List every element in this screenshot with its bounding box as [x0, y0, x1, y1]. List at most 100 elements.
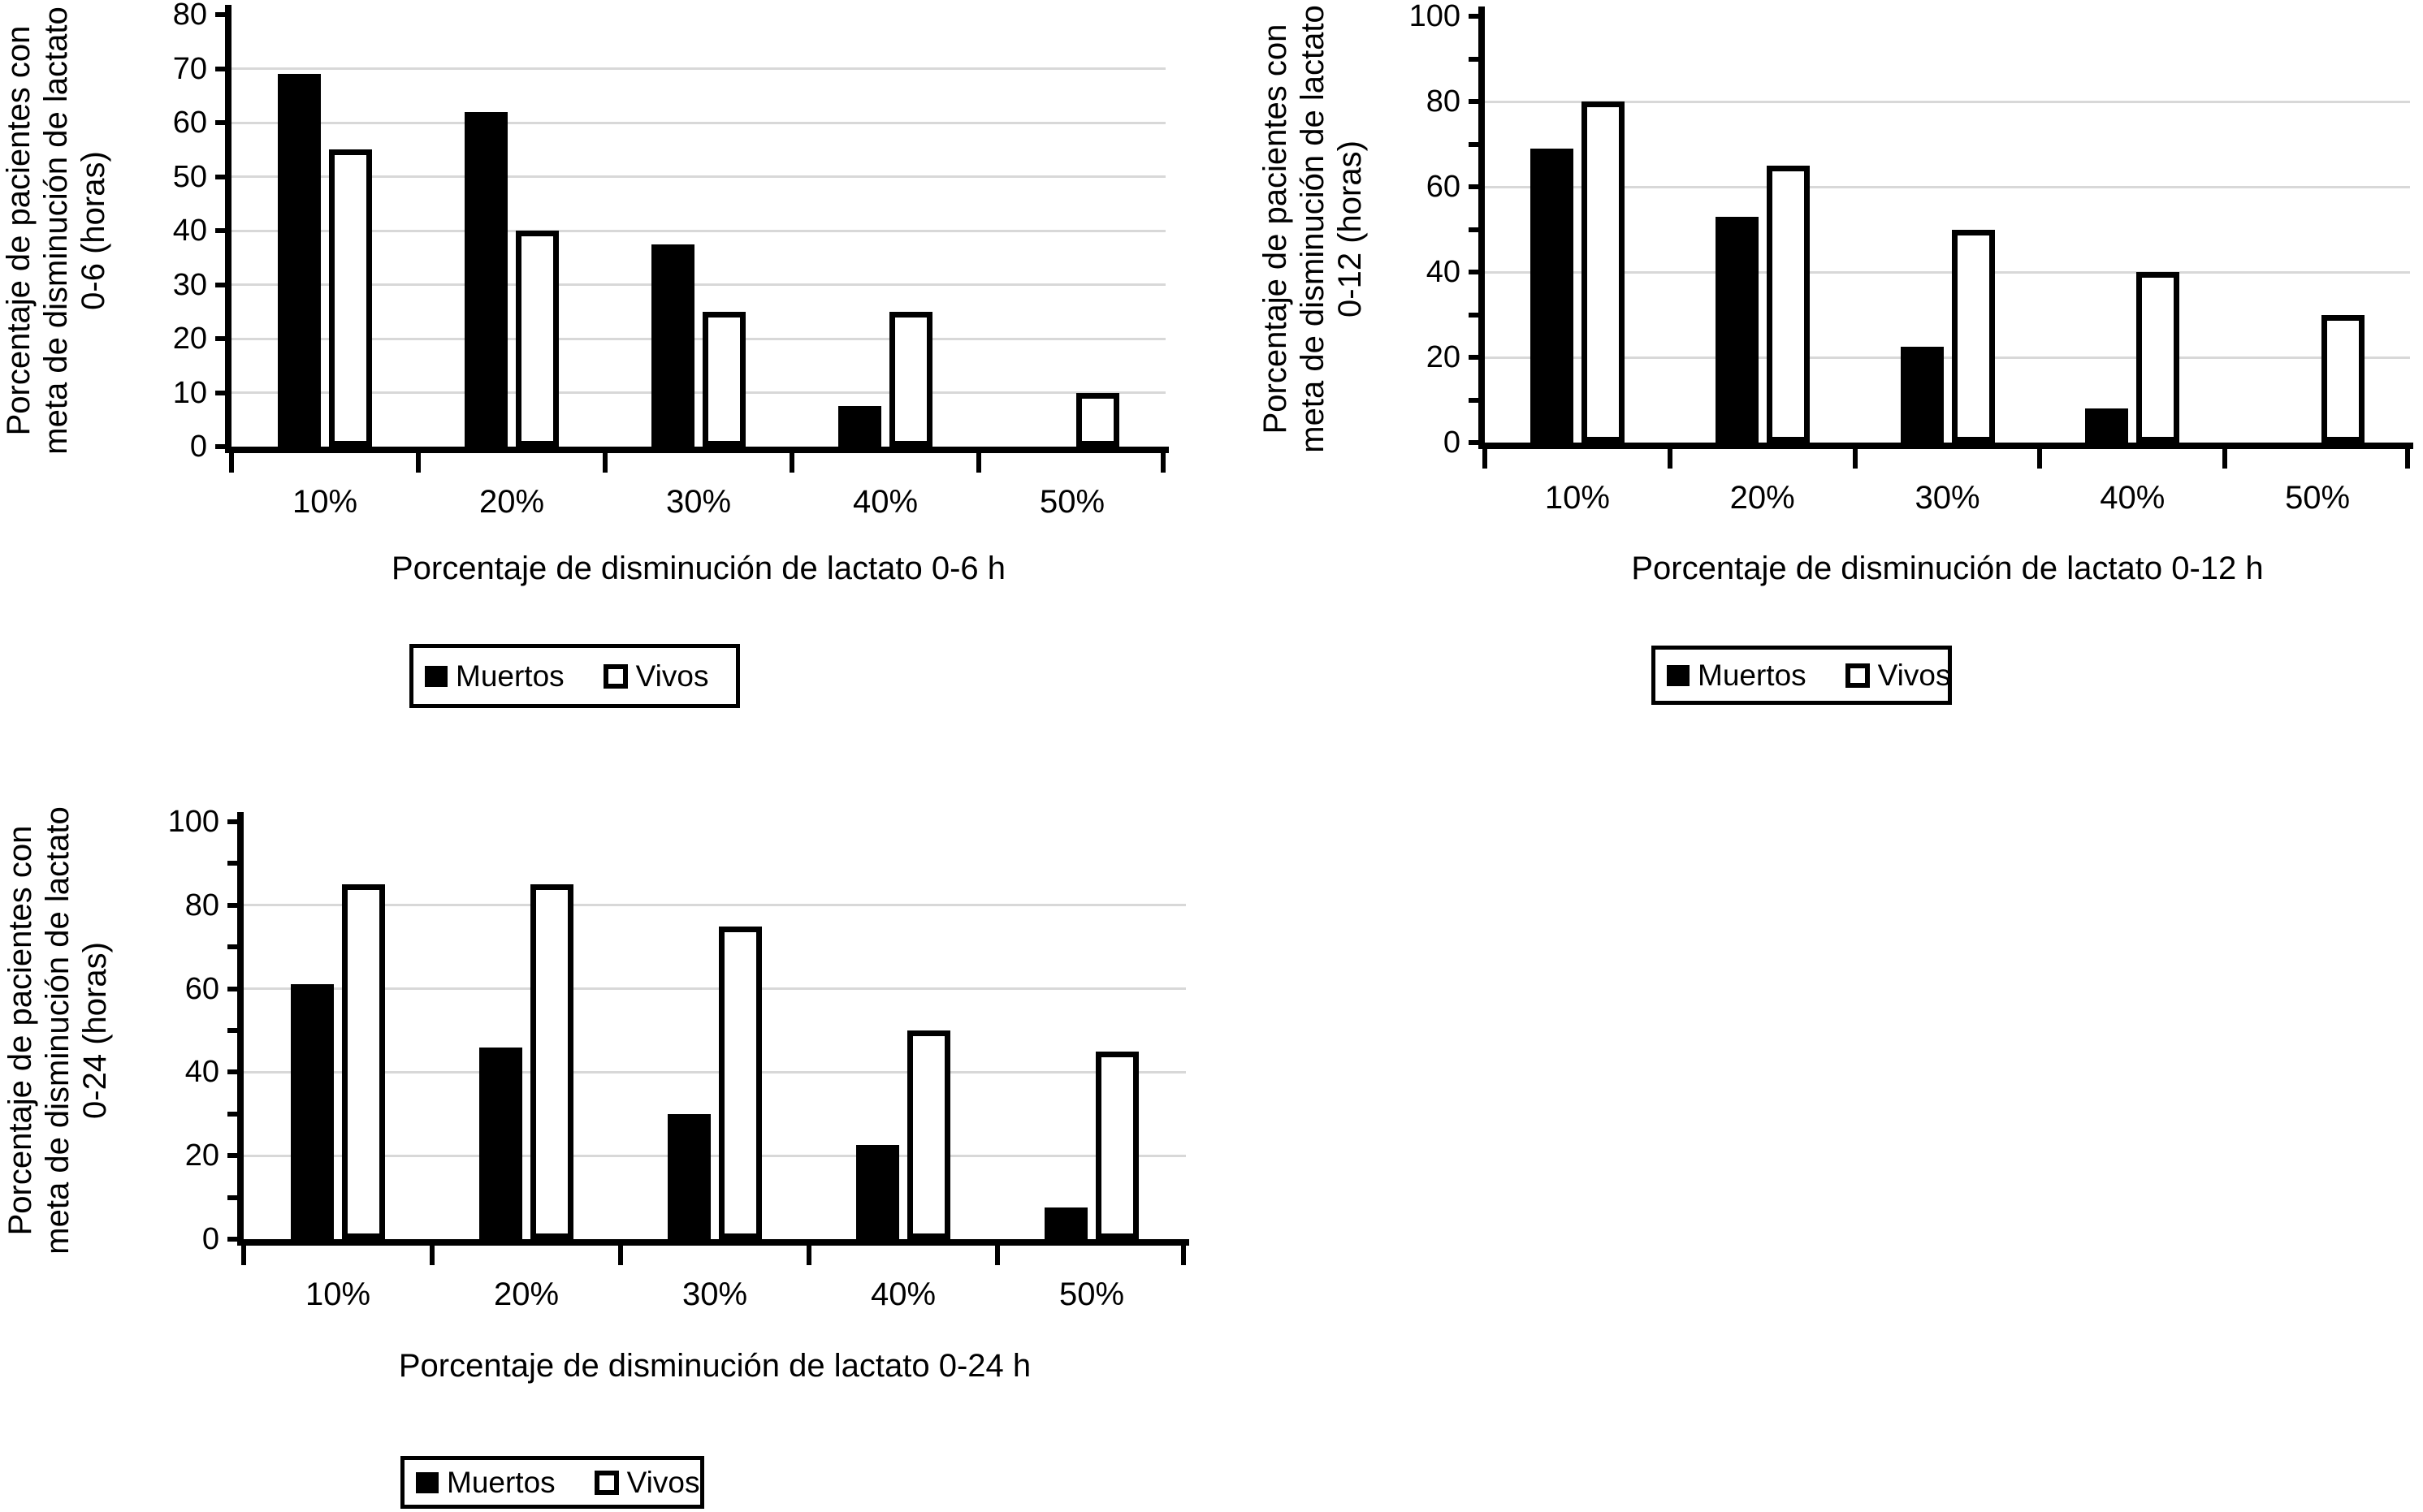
y-axis-title-line: Porcentaje de pacientes con — [2, 825, 38, 1236]
y-axis-title-line: meta de disminución de lactato — [38, 6, 74, 455]
y-axis-tick-label: 40 — [1426, 255, 1460, 289]
x-axis-category-label: 50% — [2285, 480, 2351, 516]
legend-swatch-vivos — [1845, 663, 1870, 688]
gridline — [231, 67, 1166, 70]
gridline — [231, 337, 1166, 340]
legend-swatch-vivos — [594, 1470, 619, 1495]
bar-muertos — [838, 406, 881, 447]
x-axis-tick — [1181, 1246, 1186, 1265]
y-axis-tick — [1469, 355, 1478, 360]
legend-label-vivos: Vivos — [1877, 658, 1951, 692]
x-axis-tick — [618, 1246, 623, 1265]
x-axis-tick — [995, 1246, 1000, 1265]
chart-lactato-0-24h: Porcentaje de pacientes con meta de dism… — [0, 771, 1218, 1512]
bar-muertos — [278, 74, 321, 447]
x-axis-category-label: 10% — [1544, 480, 1610, 516]
x-axis-tick — [2222, 449, 2228, 469]
y-axis-title: Porcentaje de pacientes con meta de dism… — [0, 0, 114, 474]
x-axis-title: Porcentaje de disminución de lactato 0-2… — [398, 1348, 1032, 1384]
bar-muertos — [2085, 408, 2129, 443]
gridline — [244, 904, 1186, 907]
y-axis-tick-label: 80 — [184, 888, 219, 922]
y-axis-tick — [215, 66, 225, 71]
y-axis-title-line: 0-24 (horas) — [77, 942, 113, 1119]
x-axis-category-label: 10% — [292, 484, 358, 520]
bar-vivos — [907, 1030, 950, 1239]
y-axis-tick — [215, 444, 225, 449]
bar-muertos — [1900, 346, 1944, 443]
bar-vivos — [889, 311, 932, 447]
y-axis-tick — [215, 120, 225, 125]
y-axis-tick — [1469, 14, 1478, 19]
y-axis-tick — [215, 12, 225, 17]
legend-label-vivos: Vivos — [626, 1465, 700, 1499]
y-axis-title-line: 0-12 (horas) — [1332, 140, 1368, 318]
x-axis-tick — [976, 453, 981, 473]
y-axis-tick-label: 40 — [184, 1055, 219, 1090]
bar-vivos — [703, 311, 746, 447]
y-axis-title-line: Porcentaje de pacientes con — [1257, 24, 1293, 434]
legend-item-vivos: Vivos — [603, 659, 709, 693]
legend: Muertos Vivos — [400, 1456, 704, 1509]
y-axis-tick — [1469, 397, 1478, 403]
legend-label-muertos: Muertos — [456, 659, 565, 693]
y-axis-tick — [215, 390, 225, 395]
y-axis-tick — [1469, 312, 1478, 318]
y-axis-tick — [227, 1194, 237, 1200]
x-axis-tick — [1852, 449, 1858, 469]
bar-vivos — [1951, 229, 1995, 443]
y-axis-tick — [227, 1111, 237, 1117]
x-axis-tick — [1667, 449, 1672, 469]
gridline — [244, 987, 1186, 991]
y-axis-tick-label: 20 — [172, 322, 207, 356]
x-axis-title: Porcentaje de disminución de lactato 0-6… — [391, 551, 1006, 586]
y-axis-title-line: Porcentaje de pacientes con — [1, 25, 37, 436]
legend-label-vivos: Vivos — [635, 659, 709, 693]
y-axis-tick-label: 0 — [1443, 426, 1460, 460]
plot-area: 0 20 40 60 80 100 10% 20% 30% 40% 50% — [1409, 0, 2413, 516]
y-axis-line — [1478, 6, 1485, 449]
x-axis-tick — [2405, 449, 2410, 469]
plot-area: 0 20 40 60 80 100 10% 20% 30% 40% 50% — [168, 806, 1189, 1312]
y-axis-tick — [227, 1028, 237, 1033]
bar-muertos — [1530, 148, 1573, 443]
bar-vivos — [1096, 1051, 1139, 1239]
bar-muertos — [668, 1113, 711, 1239]
y-axis-tick — [227, 1153, 237, 1159]
bar-vivos — [329, 149, 372, 447]
y-axis-tick — [1469, 141, 1478, 147]
x-axis-category-label: 40% — [2100, 480, 2166, 516]
x-axis-line — [225, 447, 1169, 453]
bar-vivos — [1076, 392, 1119, 447]
y-axis-title-line: meta de disminución de lactato — [40, 806, 76, 1255]
bar-vivos — [719, 926, 762, 1239]
y-axis-tick-label: 20 — [1426, 340, 1460, 374]
y-axis-tick — [1469, 56, 1478, 62]
chart-lactato-0-6h: Porcentaje de pacientes con meta de dism… — [0, 0, 1218, 731]
y-axis-line — [225, 5, 231, 453]
y-axis-tick-label: 60 — [1426, 170, 1460, 204]
y-axis-tick-label: 10 — [172, 375, 207, 410]
y-axis-tick — [227, 819, 237, 824]
x-axis-line — [237, 1239, 1189, 1246]
x-axis-tick — [603, 453, 608, 473]
x-axis-category-label: 50% — [1039, 484, 1105, 520]
x-axis-tick — [416, 453, 421, 473]
bar-muertos — [1045, 1207, 1088, 1239]
y-axis-tick — [215, 228, 225, 233]
y-axis-title-line: meta de disminución de lactato — [1295, 5, 1330, 453]
y-axis-tick — [1469, 440, 1478, 445]
x-axis-category-label: 10% — [305, 1277, 371, 1312]
gridline — [231, 283, 1166, 286]
y-axis-title: Porcentaje de pacientes con meta de dism… — [1257, 0, 1370, 473]
bar-vivos — [516, 231, 559, 447]
bar-muertos — [1715, 216, 1759, 443]
legend-item-muertos: Muertos — [416, 1466, 556, 1500]
legend-swatch-muertos — [1667, 664, 1690, 686]
x-axis-title: Porcentaje de disminución de lactato 0-1… — [1631, 551, 2264, 586]
y-axis-tick-label: 50 — [172, 159, 207, 194]
y-axis-tick-label: 0 — [201, 1222, 219, 1256]
y-axis-tick — [227, 986, 237, 991]
bar-vivos — [2321, 314, 2365, 443]
y-axis-tick — [1469, 184, 1478, 189]
